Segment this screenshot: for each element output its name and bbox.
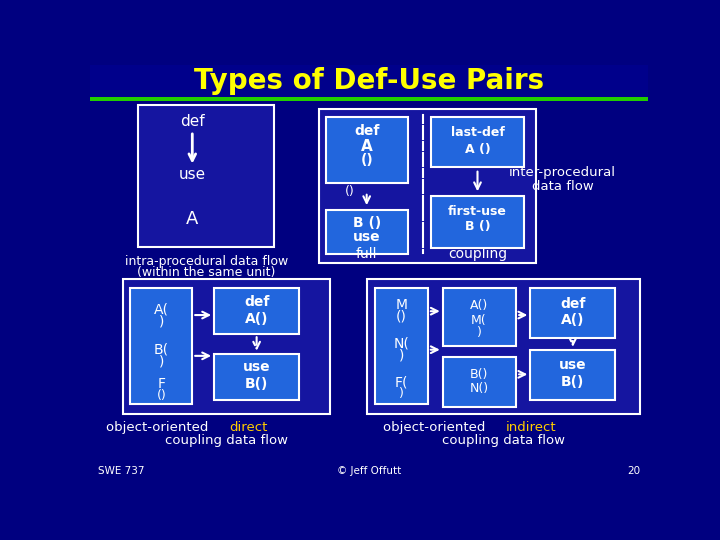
Text: def: def (244, 295, 269, 309)
Bar (90, 97, 648, 101)
Text: use: use (179, 167, 206, 181)
Bar (431, 117, 524, 167)
Text: B(): B() (561, 375, 585, 389)
Text: (): () (396, 309, 407, 323)
Text: Types of Def-Use Pairs: Types of Def-Use Pairs (194, 67, 544, 95)
Text: A: A (186, 210, 199, 228)
Text: ): ) (477, 326, 482, 339)
Bar (214, 354, 300, 400)
Text: © Jeff Offutt: © Jeff Offutt (337, 467, 401, 476)
Text: B(): B() (470, 368, 488, 381)
Text: def: def (560, 296, 585, 310)
Bar (122, 279, 330, 414)
Text: full: full (356, 247, 377, 261)
Text: ): ) (158, 314, 164, 328)
Text: A(): A() (561, 313, 585, 327)
Bar (90, 65, 648, 97)
Text: coupling: coupling (448, 247, 507, 261)
Bar (431, 195, 524, 248)
Text: (): () (345, 185, 354, 198)
Text: (): () (156, 389, 166, 402)
Text: A(: A( (154, 302, 168, 316)
Text: use: use (243, 360, 271, 374)
Text: SWE 737: SWE 737 (98, 467, 144, 476)
Text: (within the same unit): (within the same unit) (137, 266, 276, 279)
Text: last-def: last-def (451, 126, 505, 139)
Bar (375, 288, 428, 403)
Text: B(): B() (245, 377, 269, 392)
Bar (367, 279, 640, 414)
Text: intra-procedural data flow: intra-procedural data flow (125, 255, 288, 268)
Text: F: F (157, 377, 166, 392)
Text: first-use: first-use (448, 205, 507, 218)
Text: use: use (353, 230, 380, 244)
Text: object-oriented: object-oriented (106, 421, 212, 434)
Text: B (): B () (464, 220, 490, 233)
Text: M(: M( (471, 314, 487, 327)
Text: B(: B( (154, 343, 169, 357)
Bar (319, 110, 536, 264)
Text: 20: 20 (627, 467, 640, 476)
Text: coupling data flow: coupling data flow (442, 434, 565, 447)
Text: def: def (180, 114, 204, 129)
Text: ): ) (399, 348, 404, 362)
Text: coupling data flow: coupling data flow (165, 434, 288, 447)
Text: F(: F( (395, 375, 408, 389)
Text: A(): A() (245, 312, 269, 326)
Text: data flow: data flow (532, 180, 593, 193)
Bar (530, 288, 616, 338)
Text: indirect: indirect (505, 421, 557, 434)
Text: ): ) (158, 354, 164, 368)
Bar (138, 105, 274, 247)
Text: N(): N() (469, 382, 489, 395)
Text: inter-procedural: inter-procedural (509, 166, 616, 179)
Bar (214, 288, 300, 334)
Text: def: def (354, 124, 379, 138)
Text: A: A (361, 139, 372, 154)
Bar (326, 210, 408, 254)
Text: object-oriented: object-oriented (383, 421, 490, 434)
Bar (443, 357, 516, 408)
Bar (130, 288, 192, 403)
Text: M: M (395, 298, 408, 312)
Text: A (): A () (464, 143, 490, 156)
Bar (443, 288, 516, 346)
Text: ): ) (399, 387, 404, 400)
Bar (326, 117, 408, 183)
Text: A(): A() (470, 299, 488, 312)
Text: direct: direct (229, 421, 267, 434)
Text: N(: N( (394, 336, 410, 350)
Text: (): () (360, 153, 373, 167)
Text: B (): B () (353, 217, 381, 231)
Text: use: use (559, 358, 587, 372)
Bar (530, 350, 616, 400)
